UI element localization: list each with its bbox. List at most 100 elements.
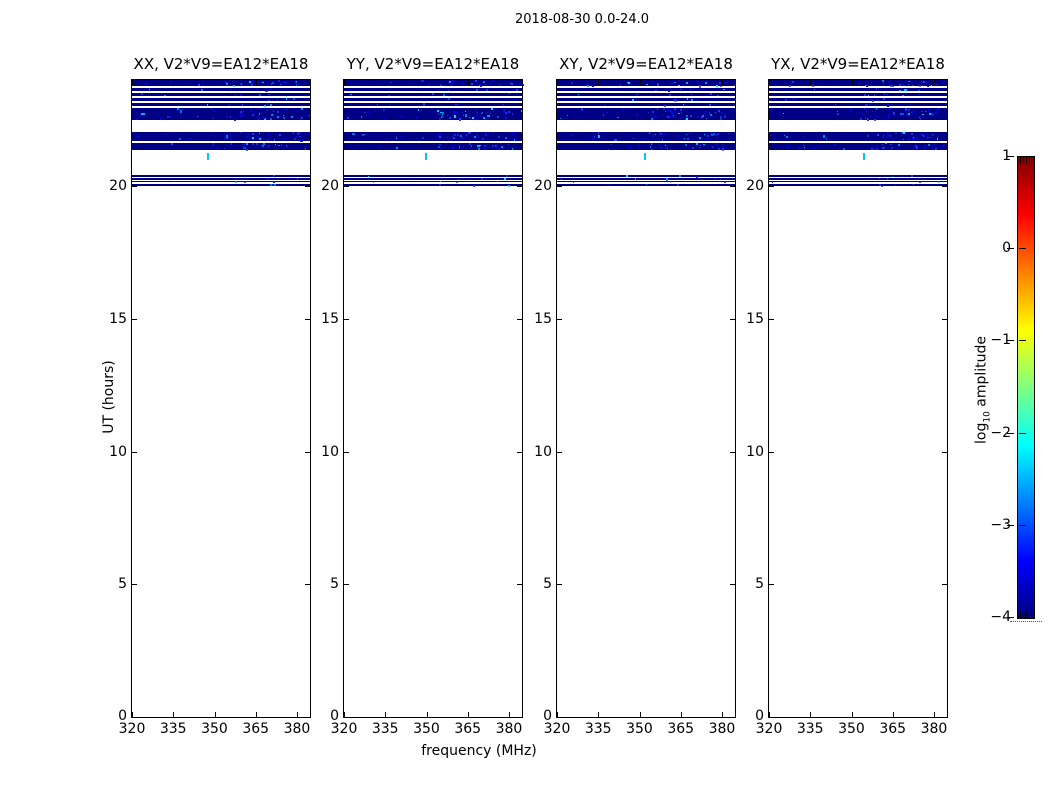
colorbar-tick-label: −2 [990,424,1011,441]
noise-speckle [632,99,634,101]
noise-speckle [297,83,300,86]
x-tick-label: 365 [667,721,695,737]
noise-speckle [698,83,700,85]
heatmap-band [769,88,947,91]
noise-speckle [513,98,516,101]
noise-speckle [863,108,866,111]
noise-speckle [671,112,674,115]
noise-speckle [280,144,283,146]
noise-speckle [654,115,656,118]
noise-speckle [499,143,501,145]
noise-speckle [278,80,281,83]
noise-speckle [266,84,269,86]
y-tick [132,584,137,586]
noise-speckle [925,133,928,136]
noise-speckle [375,89,377,91]
heatmap-band [769,131,947,141]
noise-speckle [705,117,708,120]
noise-speckle [285,80,288,83]
noise-speckle [883,134,885,137]
noise-speckle [941,81,944,84]
cyan-noise-dash [425,153,427,160]
y-tick-label: 0 [118,708,127,724]
noise-speckle [873,118,876,121]
noise-speckle [859,117,862,121]
cyan-noise-dash [862,153,865,160]
noise-speckle [485,132,487,134]
noise-speckle [935,113,937,115]
heatmap-band [132,88,310,91]
x-tick [680,712,682,717]
noise-speckle [502,103,505,106]
noise-speckle [619,84,621,86]
noise-speckle [511,83,514,86]
noise-speckle [258,132,261,135]
noise-speckle [506,93,508,95]
heatmap-band [769,107,947,120]
noise-speckle [679,174,682,177]
noise-speckle [587,138,590,140]
noise-speckle [657,136,660,138]
noise-speckle [684,104,686,106]
y-tick-label: 15 [321,310,339,327]
noise-speckle [486,178,488,180]
noise-speckle [885,117,887,120]
noise-speckle [910,180,912,182]
colorbar-tick-label: 0 [1002,240,1011,257]
noise-speckle [256,118,259,121]
noise-speckle [919,85,921,88]
noise-speckle [686,81,689,85]
noise-speckle [872,99,875,102]
noise-speckle [438,134,441,137]
noise-speckle [263,104,267,107]
noise-speckle [479,144,481,147]
noise-speckle [256,143,259,145]
noise-speckle [471,144,473,146]
noise-speckle [160,118,162,120]
noise-speckle [497,181,499,183]
noise-speckle [246,148,249,151]
noise-speckle [458,144,461,147]
noise-speckle [686,133,688,135]
noise-speckle [284,88,286,91]
noise-speckle [301,117,303,120]
noise-speckle [858,83,860,84]
noise-speckle [296,178,299,180]
noise-speckle [180,110,183,113]
noise-speckle [614,138,617,141]
noise-speckle [704,81,707,84]
noise-speckle [456,103,459,107]
noise-speckle [886,133,889,136]
noise-speckle [495,145,498,147]
heatmap-band [769,80,947,87]
noise-speckle [141,112,144,116]
heatmap-band [769,174,947,177]
noise-speckle [870,146,874,149]
noise-speckle [270,137,272,139]
x-tick [173,80,175,85]
noise-speckle [396,147,399,150]
noise-speckle [493,132,495,134]
noise-speckle [150,98,152,100]
colorbar-tick-label: −4 [990,609,1011,625]
noise-speckle [464,110,467,112]
noise-speckle [888,116,891,118]
noise-speckle [890,88,892,91]
noise-speckle [927,109,930,112]
noise-speckle [486,133,489,136]
noise-speckle [836,113,839,116]
noise-speckle [428,84,430,86]
noise-speckle [267,139,270,142]
noise-speckle [476,111,478,113]
noise-speckle [465,114,467,117]
noise-speckle [904,108,907,110]
noise-speckle [477,144,480,148]
noise-speckle [511,136,514,139]
noise-speckle [505,111,508,114]
noise-speckle [223,147,226,150]
heatmap-band [132,93,310,96]
noise-speckle [665,114,668,117]
noise-speckle [352,132,355,136]
noise-speckle [672,116,675,119]
noise-speckle [240,93,243,96]
